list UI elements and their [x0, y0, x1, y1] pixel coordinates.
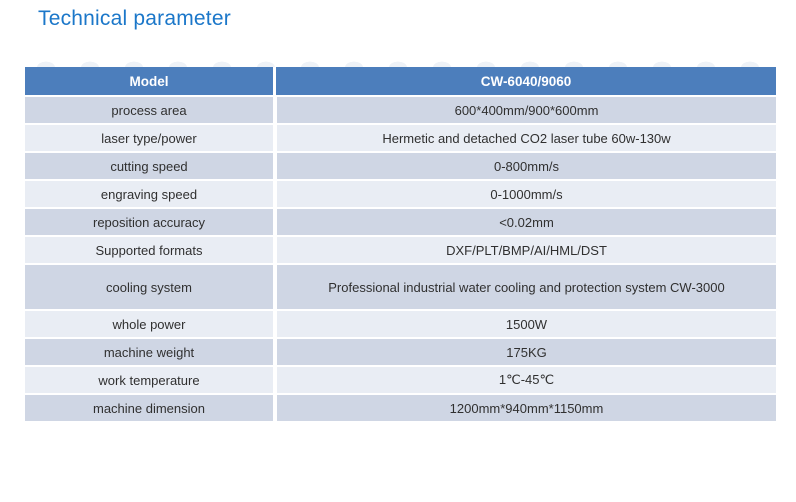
table-row: reposition accuracy <0.02mm: [25, 209, 776, 235]
table-row: machine weight 175KG: [25, 339, 776, 365]
spec-value: Professional industrial water cooling an…: [277, 265, 776, 309]
spec-value: 175KG: [277, 339, 776, 365]
table-header-row: Model CW-6040/9060: [25, 67, 776, 95]
spec-label: machine dimension: [25, 395, 273, 421]
table-row: laser type/power Hermetic and detached C…: [25, 125, 776, 151]
spec-value: 600*400mm/900*600mm: [277, 97, 776, 123]
table-row: process area 600*400mm/900*600mm: [25, 97, 776, 123]
spec-value: DXF/PLT/BMP/AI/HML/DST: [277, 237, 776, 263]
spec-label: cutting speed: [25, 153, 273, 179]
spec-label: Supported formats: [25, 237, 273, 263]
technical-parameter-table: Model CW-6040/9060 process area 600*400m…: [25, 67, 776, 421]
page-title: Technical parameter: [38, 7, 231, 30]
table-row: machine dimension 1200mm*940mm*1150mm: [25, 395, 776, 421]
spec-label: process area: [25, 97, 273, 123]
spec-label: whole power: [25, 311, 273, 337]
spec-value: 1500W: [277, 311, 776, 337]
spec-value: <0.02mm: [277, 209, 776, 235]
table-row: engraving speed 0-1000mm/s: [25, 181, 776, 207]
table-row: whole power 1500W: [25, 311, 776, 337]
spec-value: 0-1000mm/s: [277, 181, 776, 207]
scallop-decoration: [24, 55, 782, 67]
model-value-cell: CW-6040/9060: [276, 67, 776, 95]
spec-value: 1℃-45℃: [277, 367, 776, 393]
spec-label: machine weight: [25, 339, 273, 365]
spec-label: engraving speed: [25, 181, 273, 207]
spec-value: 1200mm*940mm*1150mm: [277, 395, 776, 421]
table-row: cutting speed 0-800mm/s: [25, 153, 776, 179]
spec-label: reposition accuracy: [25, 209, 273, 235]
spec-value: Hermetic and detached CO2 laser tube 60w…: [277, 125, 776, 151]
spec-label: cooling system: [25, 265, 273, 309]
table-row: cooling system Professional industrial w…: [25, 265, 776, 309]
model-header-cell: Model: [25, 67, 273, 95]
table-row: work temperature 1℃-45℃: [25, 367, 776, 393]
spec-label: work temperature: [25, 367, 273, 393]
table-row: Supported formats DXF/PLT/BMP/AI/HML/DST: [25, 237, 776, 263]
spec-value: 0-800mm/s: [277, 153, 776, 179]
spec-label: laser type/power: [25, 125, 273, 151]
